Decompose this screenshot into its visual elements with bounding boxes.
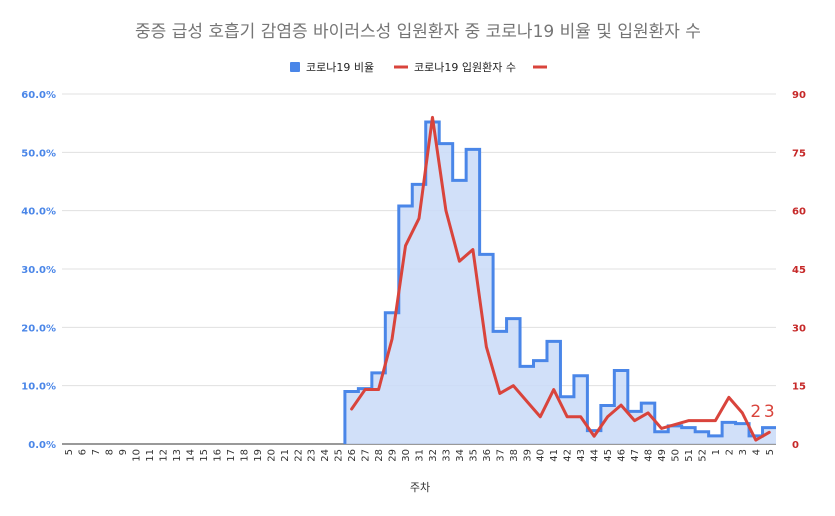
x-axis: 5 6 7 8 9 10 11 12 13 14 15 16 17 18 19 20 21 22 23 24 25 26 2… xyxy=(64,449,776,462)
x-tick-label: 5 xyxy=(765,449,776,455)
x-tick-label: 22 xyxy=(293,449,304,462)
left-tick-label: 40.0% xyxy=(21,207,56,218)
x-tick-label: 52 xyxy=(697,449,708,462)
legend: 코로나19 비율 코로나19 입원환자 수 xyxy=(290,61,547,74)
x-tick-label: 6 xyxy=(78,449,89,455)
x-tick-label: 26 xyxy=(347,449,358,462)
x-tick-label: 45 xyxy=(603,449,614,462)
x-tick-label: 13 xyxy=(172,449,183,462)
ratio-step-line xyxy=(343,120,776,444)
annotation-label: 2 xyxy=(750,402,761,422)
x-tick-label: 38 xyxy=(509,449,520,462)
right-tick-label: 90 xyxy=(792,90,806,101)
patients-line xyxy=(350,115,771,442)
x-tick-label: 47 xyxy=(630,449,641,462)
x-tick-label: 51 xyxy=(684,449,695,462)
x-tick-label: 44 xyxy=(590,449,601,462)
x-tick-label: 15 xyxy=(199,449,210,462)
x-tick-label: 8 xyxy=(105,449,116,455)
x-tick-label: 31 xyxy=(415,449,426,462)
ratio-series xyxy=(343,120,776,444)
x-tick-label: 29 xyxy=(388,449,399,462)
x-tick-label: 34 xyxy=(455,449,466,462)
x-tick-label: 12 xyxy=(159,449,170,462)
x-tick-label: 40 xyxy=(536,449,547,462)
x-tick-label: 10 xyxy=(132,449,143,462)
left-tick-label: 0.0% xyxy=(28,440,56,451)
ratio-area-fill xyxy=(344,122,776,444)
x-tick-label: 30 xyxy=(401,449,412,462)
x-tick-label: 50 xyxy=(670,449,681,462)
legend-label-ratio: 코로나19 비율 xyxy=(306,61,374,74)
x-tick-label: 1 xyxy=(711,449,722,455)
left-tick-label: 10.0% xyxy=(21,382,56,393)
x-tick-label: 32 xyxy=(428,449,439,462)
x-tick-label: 9 xyxy=(118,449,129,455)
left-tick-label: 20.0% xyxy=(21,323,56,334)
x-tick-label: 25 xyxy=(334,449,345,462)
x-tick-label: 35 xyxy=(468,449,479,462)
x-tick-label: 3 xyxy=(738,449,749,455)
x-tick-label: 19 xyxy=(253,449,264,462)
x-tick-label: 42 xyxy=(563,449,574,462)
x-tick-label: 43 xyxy=(576,449,587,462)
x-tick-label: 37 xyxy=(495,449,506,462)
x-tick-label: 21 xyxy=(280,449,291,462)
x-tick-label: 2 xyxy=(724,449,735,455)
right-tick-label: 15 xyxy=(792,382,806,393)
x-tick-label: 11 xyxy=(145,449,156,462)
right-tick-label: 75 xyxy=(792,148,806,159)
x-tick-label: 4 xyxy=(751,449,762,455)
x-tick-label: 16 xyxy=(212,449,223,462)
x-tick-label: 36 xyxy=(482,449,493,462)
x-tick-label: 33 xyxy=(441,449,452,462)
x-tick-label: 20 xyxy=(266,449,277,462)
x-tick-label: 5 xyxy=(64,449,75,455)
right-tick-label: 45 xyxy=(792,265,806,276)
legend-swatch-ratio xyxy=(290,62,300,72)
patients-series xyxy=(350,115,771,442)
x-tick-label: 46 xyxy=(617,449,628,462)
left-tick-label: 50.0% xyxy=(21,148,56,159)
x-tick-label: 27 xyxy=(361,449,372,462)
left-tick-label: 30.0% xyxy=(21,265,56,276)
x-tick-label: 28 xyxy=(374,449,385,462)
x-tick-label: 7 xyxy=(91,449,102,455)
x-tick-label: 41 xyxy=(549,449,560,462)
chart-title: 중증 급성 호흡기 감염증 바이러스성 입원환자 중 코로나19 비율 및 입원… xyxy=(135,22,701,42)
x-tick-label: 39 xyxy=(522,449,533,462)
left-tick-label: 60.0% xyxy=(21,90,56,101)
x-tick-label: 49 xyxy=(657,449,668,462)
x-tick-label: 17 xyxy=(226,449,237,462)
annotation-label: 3 xyxy=(764,402,775,422)
x-tick-label: 18 xyxy=(239,449,250,462)
x-tick-label: 14 xyxy=(185,449,196,462)
legend-label-patients: 코로나19 입원환자 수 xyxy=(414,61,516,74)
x-axis-label: 주차 xyxy=(410,481,430,494)
right-axis: 0 15 30 45 60 75 90 xyxy=(792,90,806,451)
right-tick-label: 30 xyxy=(792,323,806,334)
left-axis: 0.0% 10.0% 20.0% 30.0% 40.0% 50.0% 60.0% xyxy=(21,90,56,451)
right-tick-label: 0 xyxy=(792,440,799,451)
x-tick-label: 48 xyxy=(644,449,655,462)
right-tick-label: 60 xyxy=(792,207,806,218)
x-tick-label: 23 xyxy=(307,449,318,462)
x-tick-label: 24 xyxy=(320,449,331,462)
